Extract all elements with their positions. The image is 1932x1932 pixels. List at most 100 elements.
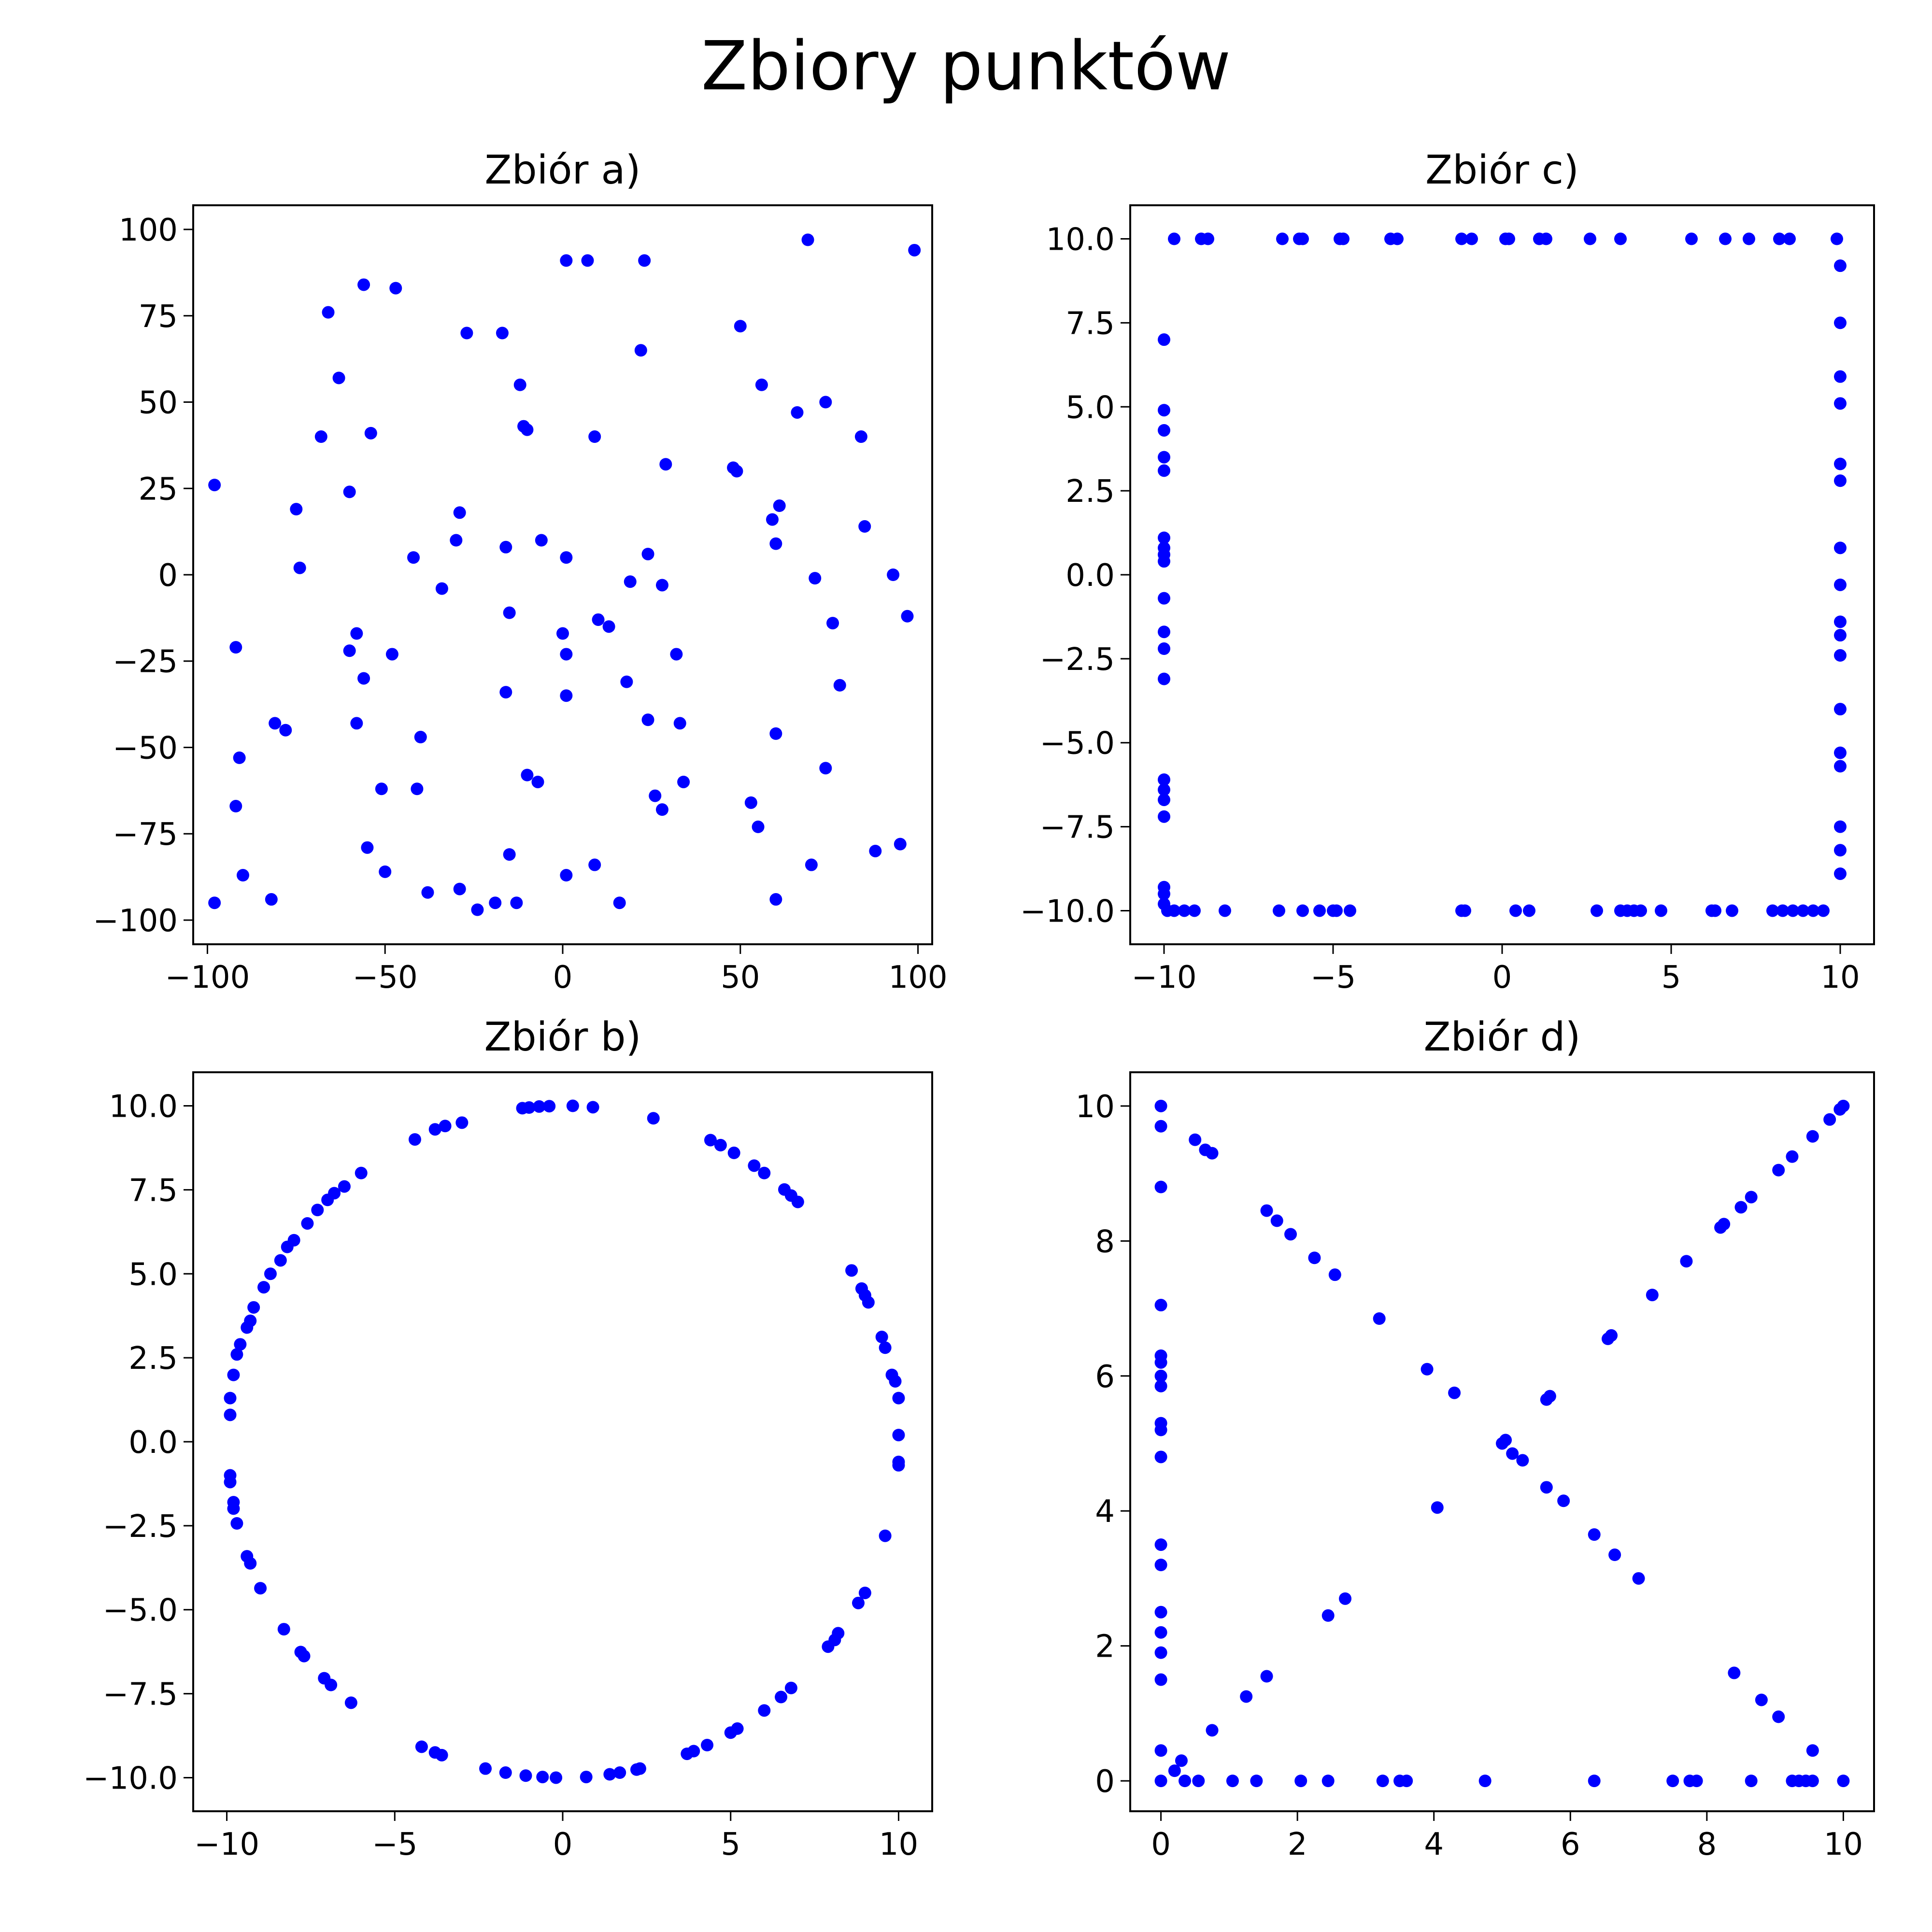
subplot-b-point — [338, 1180, 351, 1193]
subplot-a-point — [521, 423, 534, 436]
subplot-c-ytick-label: 10.0 — [1046, 222, 1115, 258]
subplot-c-point — [1465, 232, 1478, 245]
subplot-d-point — [1154, 1423, 1167, 1436]
subplot-a-point — [293, 561, 306, 574]
subplot-d-point — [1806, 1775, 1819, 1788]
subplot-a-point — [471, 903, 484, 916]
subplot-b-point — [294, 1646, 307, 1659]
subplot-d: Zbiór d) 0 2 4 6 8 10 0 2 4 6 8 10 — [1076, 1014, 1875, 1862]
subplot-c-point — [1202, 232, 1214, 245]
subplot-c-point — [1158, 333, 1170, 346]
subplot-b-point — [543, 1100, 556, 1113]
subplot-b-point — [775, 1690, 788, 1704]
subplot-a-point — [560, 254, 573, 267]
subplot-a-ytick-label: 0 — [158, 558, 178, 594]
subplot-a-ytick-label: 25 — [139, 471, 178, 507]
subplot-a-point — [588, 858, 601, 871]
subplot-c-point — [1834, 867, 1847, 880]
subplot-a: Zbiór a) −100 −50 0 50 100 −100 −75 −50 −25 0 25 50… — [93, 147, 947, 995]
subplot-b-point — [701, 1738, 714, 1751]
subplot-c-point — [1834, 316, 1847, 329]
subplot-d-point — [1154, 1180, 1167, 1193]
subplot-b-point — [519, 1769, 532, 1782]
subplot-d-point — [1728, 1666, 1741, 1679]
subplot-a-point — [588, 430, 601, 443]
subplot-b-point — [879, 1341, 892, 1354]
subplot-c-point — [1834, 746, 1847, 759]
subplot-a-point — [581, 254, 594, 267]
subplot-b-point — [301, 1217, 314, 1230]
subplot-d-point — [1154, 1299, 1167, 1312]
subplot-d-point — [1478, 1775, 1492, 1788]
subplot-d-point — [1786, 1150, 1799, 1163]
subplot-a-point — [503, 606, 516, 619]
subplot-a-point — [613, 896, 626, 909]
subplot-a-point — [670, 648, 683, 661]
subplot-a-point — [556, 627, 569, 640]
subplot-a-title: Zbiór a) — [484, 147, 640, 193]
subplot-a-point — [826, 617, 839, 630]
subplot-a-point — [489, 896, 502, 909]
subplot-c-point — [1296, 232, 1309, 245]
subplot-b-ytick-label: −7.5 — [103, 1677, 178, 1713]
subplot-a-ytick-label: 75 — [139, 299, 178, 335]
subplot-b-point — [647, 1112, 660, 1125]
subplot-c: Zbiór c) −10 −5 0 5 10 −10.0 −7.5 −5.0 −2.5 0.0 2.… — [1020, 147, 1875, 995]
subplot-b-point — [344, 1696, 357, 1709]
subplot-a-point — [659, 458, 672, 471]
subplot-d-point — [1540, 1481, 1553, 1494]
subplot-a-point — [752, 820, 765, 833]
subplot-b-point — [244, 1314, 257, 1327]
subplot-c-point — [1158, 625, 1170, 639]
subplot-d-point — [1339, 1592, 1352, 1605]
subplot-c-point — [1344, 904, 1356, 917]
subplot-a-point — [677, 775, 690, 788]
subplot-a-point — [332, 371, 345, 384]
subplot-b-point — [892, 1392, 905, 1405]
subplot-d-xtick-label: 10 — [1824, 1827, 1863, 1862]
subplot-a-ytick-label: 100 — [119, 213, 178, 248]
subplot-c-xtick-label: −10 — [1131, 960, 1196, 995]
subplot-c-point — [1634, 904, 1647, 917]
subplot-c-point — [1834, 474, 1847, 487]
subplot-d-ytick-label: 6 — [1095, 1359, 1115, 1395]
subplot-a-point — [343, 485, 356, 498]
subplot-a-point — [208, 896, 221, 909]
subplot-c-point — [1834, 760, 1847, 773]
subplot-b-point — [224, 1392, 237, 1405]
subplot-c-point — [1158, 887, 1170, 900]
subplot-d-point — [1448, 1386, 1461, 1399]
subplot-b-point — [536, 1771, 549, 1784]
subplot-c-point — [1459, 904, 1471, 917]
subplot-a-point — [592, 613, 605, 626]
subplot-a-point — [414, 731, 427, 744]
subplot-c-point — [1797, 904, 1809, 917]
subplot-a-point — [322, 306, 335, 319]
subplot-c-point — [1391, 232, 1404, 245]
subplot-d-point — [1206, 1147, 1219, 1160]
subplot-b-point — [254, 1582, 267, 1595]
subplot-d-point — [1632, 1572, 1645, 1585]
subplot-a-point — [269, 717, 282, 730]
subplot-c-point — [1158, 783, 1170, 796]
subplot-c-point — [1219, 904, 1231, 917]
subplot-d-point — [1806, 1744, 1819, 1757]
subplot-a-point — [833, 679, 846, 692]
subplot-b-point — [409, 1133, 421, 1146]
subplot-c-point — [1783, 232, 1796, 245]
subplot-d-point — [1666, 1775, 1679, 1788]
subplot-b-point — [858, 1586, 871, 1599]
subplot-c-point — [1655, 904, 1667, 917]
subplot-b-point — [318, 1672, 331, 1685]
subplot-a-point — [602, 620, 615, 633]
subplot-c-point — [1726, 904, 1738, 917]
subplot-b-point — [287, 1234, 300, 1247]
subplot-a-point — [819, 396, 832, 409]
subplot-a-point — [513, 378, 526, 391]
subplot-d-point — [1154, 1369, 1167, 1382]
subplot-d-point — [1154, 1626, 1167, 1639]
subplot-d-point — [1605, 1329, 1618, 1342]
subplot-c-point — [1834, 615, 1847, 628]
subplot-b-point — [862, 1296, 875, 1309]
subplot-a-point — [887, 568, 900, 581]
